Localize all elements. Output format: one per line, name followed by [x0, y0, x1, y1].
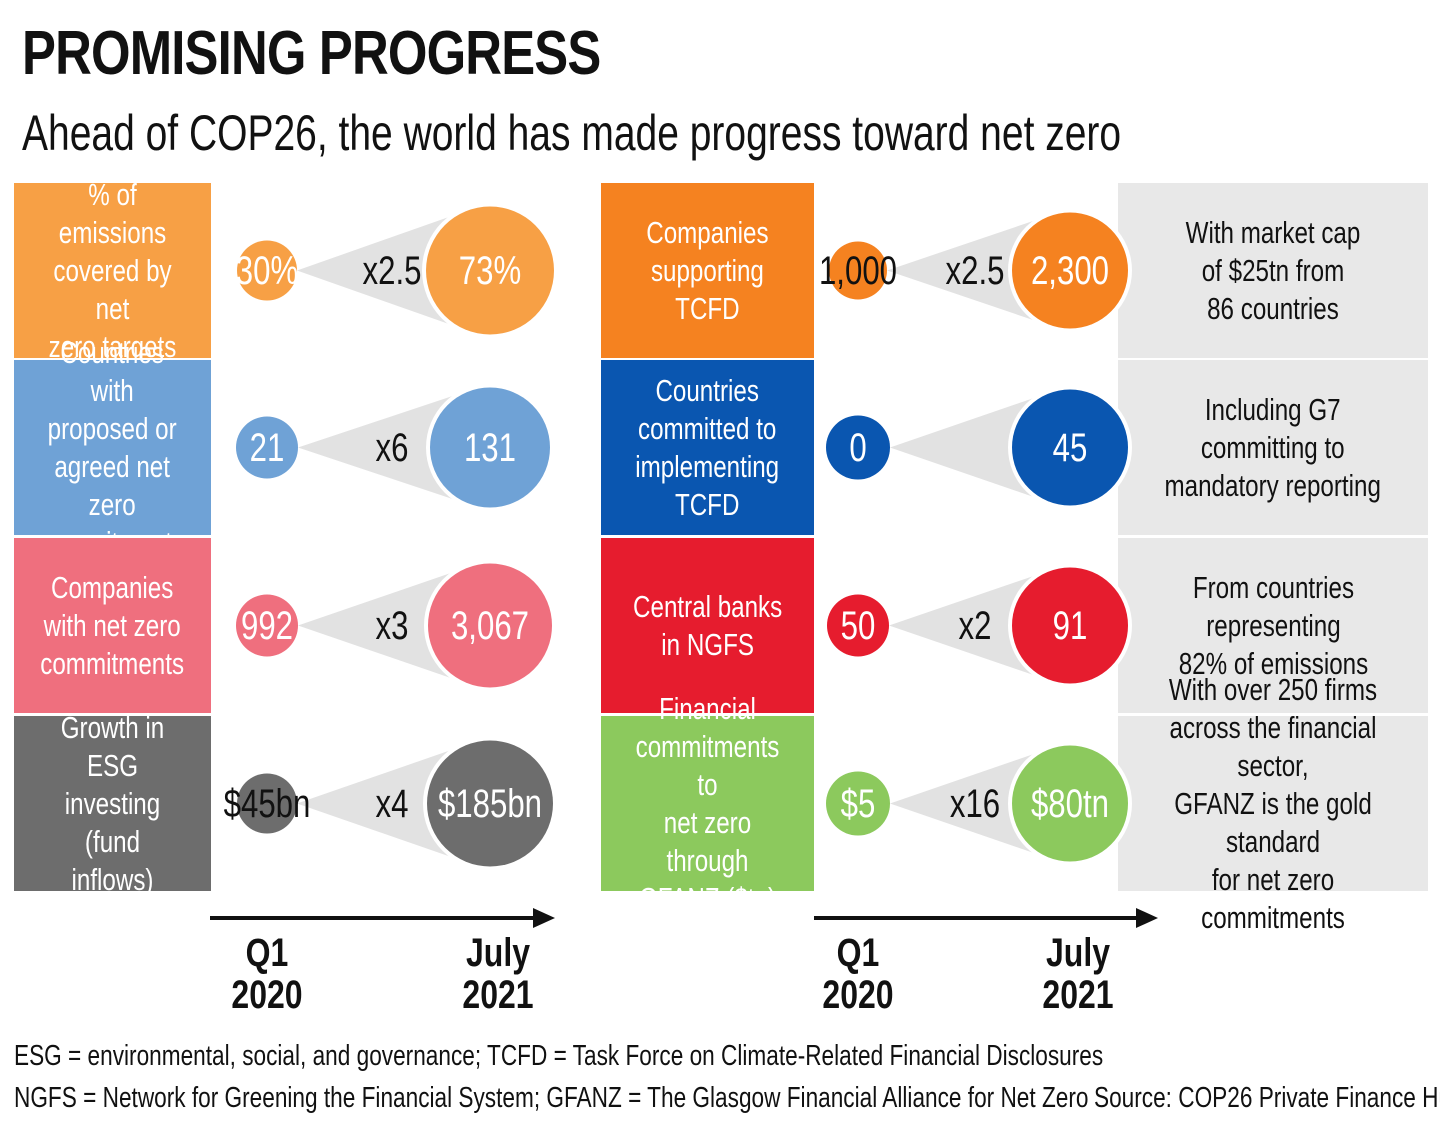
- start-value-circle: [827, 594, 889, 657]
- row-label-text: Central banks in NGFS: [632, 588, 783, 662]
- row-label-text: Growth in ESG investing (fund inflows): [60, 709, 165, 897]
- row-label-box: Growth in ESG investing (fund inflows): [14, 710, 211, 897]
- row-label-box: % of emissions covered by net zero targe…: [14, 177, 211, 364]
- multiplier-label: x2.5: [946, 248, 1005, 293]
- start-value-circle: [237, 240, 297, 301]
- start-value-label: 30%: [236, 248, 298, 293]
- row-label-box: Financial commitments to net zero throug…: [601, 691, 814, 916]
- row-note-text: Including G7 committing to mandatory rep…: [1164, 391, 1382, 503]
- row-note-box: Including G7 committing to mandatory rep…: [1118, 360, 1428, 535]
- source-note: Source: COP26 Private Finance Hub: [1094, 1082, 1440, 1114]
- start-value-label: 1,000: [819, 248, 897, 293]
- end-value-label: $80tn: [1031, 781, 1109, 826]
- row-note-text: With market cap of $25tn from 86 countri…: [1185, 214, 1361, 326]
- end-value-circle: [1012, 567, 1128, 684]
- row-label-box: Companies with net zero commitments: [14, 538, 211, 713]
- row-note-box: With over 250 firms across the financial…: [1118, 672, 1428, 935]
- end-value-circle: [427, 740, 553, 867]
- end-value-circle: [426, 206, 554, 335]
- end-value-circle: [428, 563, 552, 688]
- row-label-box: Countries with proposed or agreed net ze…: [14, 335, 211, 560]
- start-value-circle: [237, 773, 297, 834]
- row-label-box: Central banks in NGFS: [601, 538, 814, 713]
- time-arrow-head: [533, 908, 555, 928]
- row-note-text: With over 250 firms across the financial…: [1168, 671, 1378, 935]
- end-value-circle: [1012, 212, 1128, 329]
- multiplier-label: x4: [376, 781, 409, 826]
- period-end-label: July 2021: [1042, 931, 1114, 1017]
- start-value-circle: [826, 771, 890, 836]
- start-value-circle: [236, 416, 298, 479]
- row-label-text: Countries committed to implementing TCFD: [635, 372, 780, 522]
- end-value-label: 45: [1053, 425, 1088, 470]
- row-label-text: Companies with net zero commitments: [40, 569, 185, 681]
- row-note-text: From countries representing 82% of emiss…: [1178, 569, 1368, 681]
- end-value-circle: [1012, 389, 1128, 506]
- start-value-label: 21: [250, 425, 285, 470]
- end-value-circle: [1012, 745, 1128, 862]
- row-note-box: With market cap of $25tn from 86 countri…: [1118, 183, 1428, 358]
- start-value-label: 992: [241, 603, 293, 648]
- time-arrow-head: [1136, 908, 1158, 928]
- multiplier-label: x6: [376, 425, 409, 470]
- multiplier-label: x2.5: [363, 248, 422, 293]
- row-label-box: Countries committed to implementing TCFD: [601, 360, 814, 535]
- footnote-abbreviations-1: ESG = environmental, social, and governa…: [14, 1040, 1104, 1072]
- page-title: PROMISING PROGRESS: [22, 19, 601, 88]
- period-start-label: Q1 2020: [231, 931, 303, 1017]
- footnote-abbreviations-2: NGFS = Network for Greening the Financia…: [14, 1082, 1089, 1114]
- row-label-text: Financial commitments to net zero throug…: [635, 690, 780, 916]
- end-value-label: 73%: [459, 248, 521, 293]
- row-note-box: From countries representing 82% of emiss…: [1118, 538, 1428, 713]
- end-value-label: 91: [1053, 603, 1088, 648]
- multiplier-label: x2: [959, 603, 992, 648]
- multiplier-label: x16: [950, 781, 1000, 826]
- page-subtitle: Ahead of COP26, the world has made progr…: [22, 105, 1122, 161]
- row-label-text: % of emissions covered by net zero targe…: [48, 176, 177, 364]
- end-value-label: 2,300: [1031, 248, 1109, 293]
- multiplier-label: x3: [376, 603, 409, 648]
- end-value-label: $185bn: [438, 781, 542, 826]
- end-value-label: 3,067: [451, 603, 529, 648]
- end-value-circle: [430, 387, 550, 508]
- start-value-label: 50: [841, 603, 876, 648]
- row-label-box: Companies supporting TCFD: [601, 183, 814, 358]
- row-label-text: Companies supporting TCFD: [646, 214, 769, 326]
- period-start-label: Q1 2020: [822, 931, 894, 1017]
- end-value-label: 131: [464, 425, 516, 470]
- start-value-label: $5: [841, 781, 876, 826]
- start-value-circle: [829, 241, 887, 300]
- period-end-label: July 2021: [462, 931, 534, 1017]
- start-value-circle: [826, 415, 890, 480]
- start-value-label: 0: [849, 425, 866, 470]
- start-value-label: $45bn: [224, 781, 311, 826]
- start-value-circle: [236, 594, 298, 657]
